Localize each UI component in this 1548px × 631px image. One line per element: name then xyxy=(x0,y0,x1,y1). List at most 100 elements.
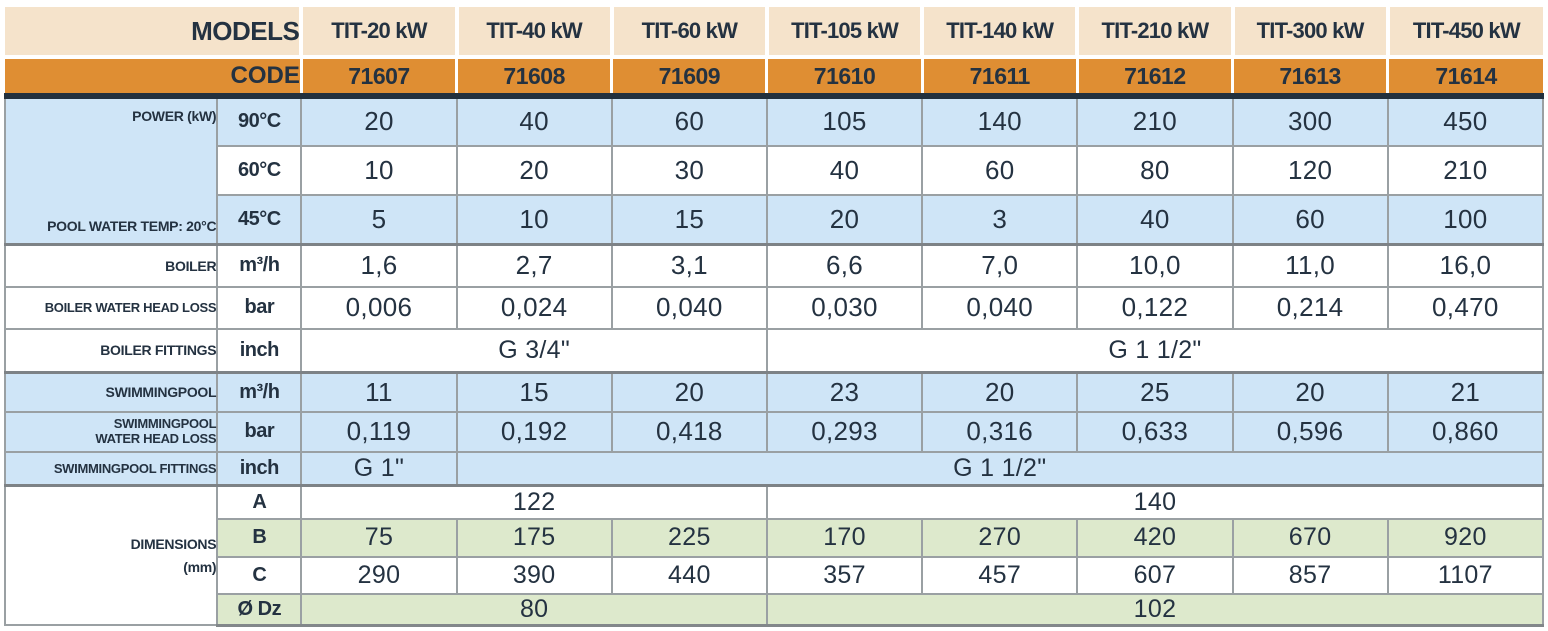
boiler-fittings-row: BOILER FITTINGS inch G 3/4" G 1 1/2" xyxy=(3,327,1545,374)
power-90-value-cell: 20 xyxy=(300,95,458,147)
power-90-value-cell: 450 xyxy=(1386,95,1545,147)
power-60-value-cell: 10 xyxy=(300,144,458,196)
boiler-head-loss-value-cell: 0,122 xyxy=(1076,285,1234,330)
swimmingpool-flow-unit: m³/h xyxy=(216,371,303,413)
swimmingpool-flow-value-cell: 20 xyxy=(1231,371,1389,413)
dimension-dz-value-cell: 102 xyxy=(765,592,1545,627)
swimmingpool-head-loss-label-line1: SWIMMINGPOOL xyxy=(113,415,217,431)
swimmingpool-head-loss-label: SWIMMINGPOOL WATER HEAD LOSS xyxy=(3,410,219,453)
sub-label-dim-dz: Ø Dz xyxy=(216,592,303,627)
dimension-a-value-cell: 140 xyxy=(765,484,1545,520)
code-cell: 71614 xyxy=(1387,57,1543,99)
swimmingpool-flow-row: SWIMMINGPOOL m³/h 11 15 20 23 20 25 20 21 xyxy=(3,371,1545,413)
boiler-flow-value-cell: 16,0 xyxy=(1386,243,1545,288)
dimension-c-value-cell: 357 xyxy=(765,555,924,595)
power-45-value-cell: 15 xyxy=(610,194,768,246)
models-header-label: MODELS xyxy=(5,7,304,59)
sub-label-dim-a: A xyxy=(216,484,303,520)
swimmingpool-head-loss-value-cell: 0,860 xyxy=(1386,410,1545,453)
boiler-head-loss-value-cell: 0,024 xyxy=(455,285,613,330)
power-45-value-cell: 10 xyxy=(455,194,613,246)
swimmingpool-head-loss-value-cell: 0,119 xyxy=(300,410,458,453)
dimensions-unit-label: (mm) xyxy=(183,558,217,575)
dimension-c-value-cell: 857 xyxy=(1231,555,1389,595)
model-header-cell: TIT-300 kW xyxy=(1232,7,1390,59)
power-45-value-cell: 40 xyxy=(1076,194,1234,246)
power-45-value-cell: 20 xyxy=(765,194,924,246)
code-cell: 71607 xyxy=(301,57,459,99)
swimmingpool-fittings-unit: inch xyxy=(216,450,303,487)
boiler-head-loss-value-cell: 0,040 xyxy=(610,285,768,330)
swimmingpool-flow-value-cell: 23 xyxy=(765,371,924,413)
swimmingpool-head-loss-unit: bar xyxy=(216,410,303,453)
swimmingpool-flow-value-cell: 25 xyxy=(1076,371,1234,413)
dimension-dz-row: Ø Dz 80 102 xyxy=(5,592,1545,627)
boiler-flow-value-cell: 6,6 xyxy=(765,243,924,288)
code-cell: 71608 xyxy=(456,57,614,99)
swimmingpool-flow-value-cell: 11 xyxy=(300,371,458,413)
swimmingpool-label: SWIMMINGPOOL xyxy=(3,371,219,413)
power-60-value-cell: 120 xyxy=(1231,144,1389,196)
swimmingpool-head-loss-label-line2: WATER HEAD LOSS xyxy=(95,430,217,446)
power-60-row: 60°C 10 20 30 40 60 80 120 210 xyxy=(5,144,1545,196)
boiler-fittings-value-cell: G 1 1/2" xyxy=(765,327,1545,374)
boiler-flow-value-cell: 3,1 xyxy=(610,243,768,288)
power-45-value-cell: 5 xyxy=(300,194,458,246)
swimmingpool-head-loss-value-cell: 0,418 xyxy=(610,410,768,453)
boiler-head-loss-value-cell: 0,214 xyxy=(1231,285,1389,330)
swimmingpool-flow-value-cell: 20 xyxy=(921,371,1079,413)
power-label: POWER (kW) xyxy=(132,108,217,124)
power-90-value-cell: 105 xyxy=(765,95,924,147)
sub-label-dim-b: B xyxy=(216,517,303,558)
code-row-label: CODE xyxy=(5,57,303,99)
boiler-label: BOILER xyxy=(3,243,219,288)
swimmingpool-head-loss-value-cell: 0,596 xyxy=(1231,410,1389,453)
model-header-cell: TIT-140 kW xyxy=(922,7,1080,59)
boiler-flow-value-cell: 2,7 xyxy=(455,243,613,288)
dimension-c-value-cell: 607 xyxy=(1076,555,1234,595)
boiler-fittings-value-cell: G 3/4" xyxy=(300,327,768,374)
power-90-value-cell: 210 xyxy=(1076,95,1234,147)
model-header-cell: TIT-105 kW xyxy=(766,7,925,59)
power-90-value-cell: 60 xyxy=(610,95,768,147)
dimensions-label-wrap: DIMENSIONS (mm) xyxy=(6,533,217,578)
sub-label-90c: 90°C xyxy=(216,95,303,147)
dimension-b-value-cell: 920 xyxy=(1386,517,1545,558)
dimension-c-value-cell: 290 xyxy=(300,555,458,595)
dimension-c-value-cell: 457 xyxy=(921,555,1079,595)
dimensions-section-label-cell: DIMENSIONS (mm) xyxy=(3,484,219,626)
boiler-head-loss-value-cell: 0,006 xyxy=(300,285,458,330)
swimmingpool-fittings-value-cell: G 1 1/2" xyxy=(455,450,1545,487)
sub-label-45c: 45°C xyxy=(216,194,303,246)
swimmingpool-fittings-value-cell: G 1" xyxy=(300,450,458,487)
dimension-b-value-cell: 670 xyxy=(1231,517,1389,558)
model-header-cell: TIT-20 kW xyxy=(301,7,459,59)
power-section-label-cell: POWER (kW) POOL WATER TEMP: 20°C xyxy=(3,95,219,246)
power-90-row: POWER (kW) POOL WATER TEMP: 20°C 90°C 20… xyxy=(3,95,1545,246)
boiler-head-loss-row: BOILER WATER HEAD LOSS bar 0,006 0,024 0,0… xyxy=(3,285,1545,330)
power-60-value-cell: 30 xyxy=(610,144,768,196)
boiler-head-loss-unit: bar xyxy=(216,285,303,330)
boiler-head-loss-value-cell: 0,470 xyxy=(1386,285,1545,330)
power-60-value-cell: 80 xyxy=(1076,144,1234,196)
boiler-head-loss-label: BOILER WATER HEAD LOSS xyxy=(3,285,219,330)
power-45-value-cell: 100 xyxy=(1386,194,1545,246)
dimension-b-value-cell: 170 xyxy=(765,517,924,558)
dimension-b-value-cell: 225 xyxy=(610,517,768,558)
power-60-value-cell: 40 xyxy=(765,144,924,196)
boiler-flow-value-cell: 1,6 xyxy=(300,243,458,288)
dimension-b-row: B 75 175 225 170 270 420 670 920 xyxy=(5,517,1545,558)
power-90-value-cell: 300 xyxy=(1231,95,1389,147)
code-row: CODE 71607 71608 71609 71610 71611 71612 71613… xyxy=(5,57,1543,99)
dimension-c-row: C 290 390 440 357 457 607 857 1107 xyxy=(5,555,1545,595)
dimensions-label: DIMENSIONS xyxy=(130,536,217,553)
code-cell: 71611 xyxy=(922,57,1079,99)
power-45-value-cell: 3 xyxy=(921,194,1079,246)
model-header-cell: TIT-210 kW xyxy=(1077,7,1235,59)
boiler-fittings-label: BOILER FITTINGS xyxy=(3,327,219,374)
swimmingpool-head-loss-value-cell: 0,316 xyxy=(921,410,1079,453)
power-90-value-cell: 140 xyxy=(921,95,1079,147)
model-header-cell: TIT-450 kW xyxy=(1387,7,1543,59)
swimmingpool-head-loss-label-wrap: SWIMMINGPOOL WATER HEAD LOSS xyxy=(6,415,217,447)
